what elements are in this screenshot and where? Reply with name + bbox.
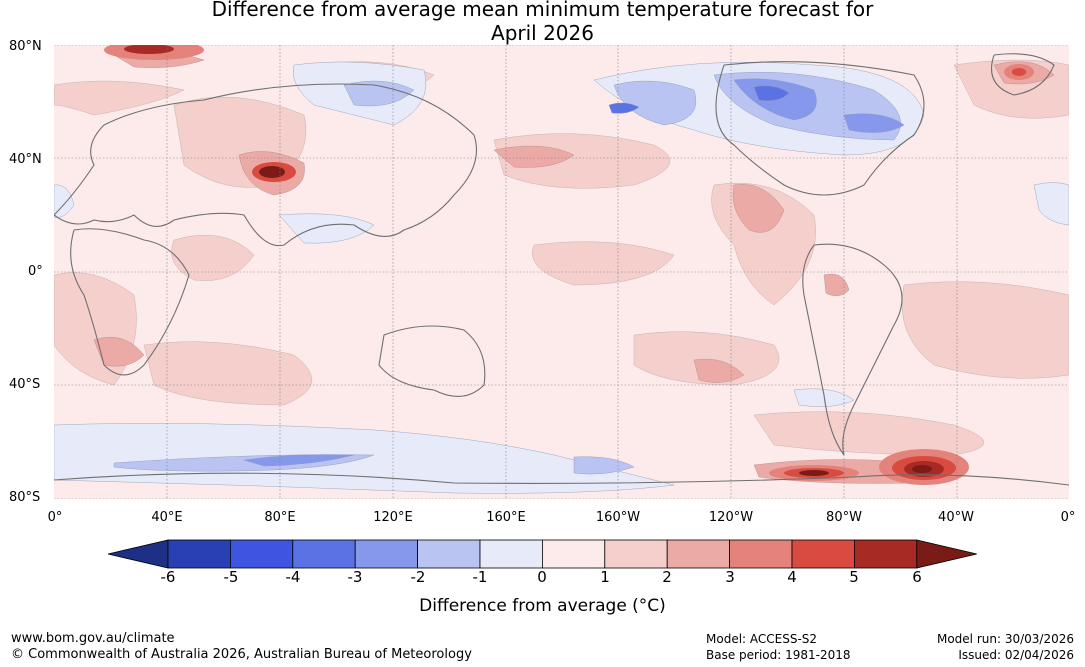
colorbar — [108, 539, 977, 569]
lon-label-0-right: 0° — [1060, 510, 1076, 525]
colorbar-bin — [230, 539, 294, 569]
colorbar-tick: -2 — [410, 568, 426, 586]
colorbar-bin — [604, 539, 668, 569]
footer-issued: Issued: 02/04/2026 — [958, 648, 1074, 662]
lat-label-40n: 40°N — [9, 152, 42, 167]
colorbar-extend-low — [108, 539, 169, 569]
colorbar-tick: 4 — [787, 568, 797, 586]
colorbar-bin — [167, 539, 231, 569]
colorbar-bin — [666, 539, 731, 569]
lat-label-80s: 80°S — [9, 490, 41, 505]
lon-label-160w: 160°W — [595, 510, 641, 525]
lon-label-80w: 80°W — [826, 510, 862, 525]
lat-label-80n: 80°N — [9, 39, 42, 54]
colorbar-extend-high — [916, 539, 977, 569]
colorbar-bin — [479, 539, 543, 569]
colorbar-tick: 6 — [912, 568, 922, 586]
lon-label-80e: 80°E — [264, 510, 296, 525]
lon-label-40w: 40°W — [938, 510, 974, 525]
graticule — [54, 45, 1069, 499]
colorbar-tick: 0 — [537, 568, 547, 586]
lon-label-0-left: 0° — [47, 510, 63, 525]
lon-label-120w: 120°W — [708, 510, 754, 525]
lon-label-160e: 160°E — [486, 510, 526, 525]
title-line-2: April 2026 — [491, 21, 594, 45]
colorbar-title: Difference from average (°C) — [419, 596, 666, 616]
colorbar-bin — [541, 539, 606, 569]
colorbar-bin — [791, 539, 855, 569]
colorbar-tick: -5 — [223, 568, 239, 586]
colorbar-tick: -3 — [347, 568, 363, 586]
lat-label-0: 0° — [28, 264, 43, 279]
colorbar-tick: 5 — [849, 568, 859, 586]
lon-label-40e: 40°E — [151, 510, 183, 525]
colorbar-tick: -6 — [160, 568, 176, 586]
colorbar-bin — [292, 539, 356, 569]
colorbar-tick: 2 — [662, 568, 672, 586]
footer-model: Model: ACCESS-S2 — [706, 632, 818, 646]
anomaly-map — [54, 45, 1069, 499]
cool-anomaly-layer — [54, 61, 1069, 494]
colorbar-tick: -1 — [472, 568, 488, 586]
colorbar-bin — [729, 539, 793, 569]
colorbar-bin — [417, 539, 481, 569]
colorbar-tick: 3 — [725, 568, 735, 586]
colorbar-bin — [354, 539, 418, 569]
warm-anomaly-hotspots — [104, 45, 1034, 485]
footer-model-run: Model run: 30/03/2026 — [936, 632, 1074, 646]
colorbar-bin — [854, 539, 918, 569]
colorbar-tick: -4 — [285, 568, 301, 586]
lon-label-120e: 120°E — [373, 510, 413, 525]
map-title: Difference from average mean minimum tem… — [0, 0, 1085, 45]
coastlines — [54, 53, 1069, 486]
footer-website[interactable]: www.bom.gov.au/climate — [11, 631, 175, 646]
colorbar-tick: 1 — [600, 568, 610, 586]
footer-copyright: © Commonwealth of Australia 2026, Austra… — [11, 647, 472, 662]
footer-base-period: Base period: 1981-2018 — [706, 648, 851, 662]
lat-label-40s: 40°S — [9, 377, 41, 392]
title-line-1: Difference from average mean minimum tem… — [211, 0, 874, 21]
